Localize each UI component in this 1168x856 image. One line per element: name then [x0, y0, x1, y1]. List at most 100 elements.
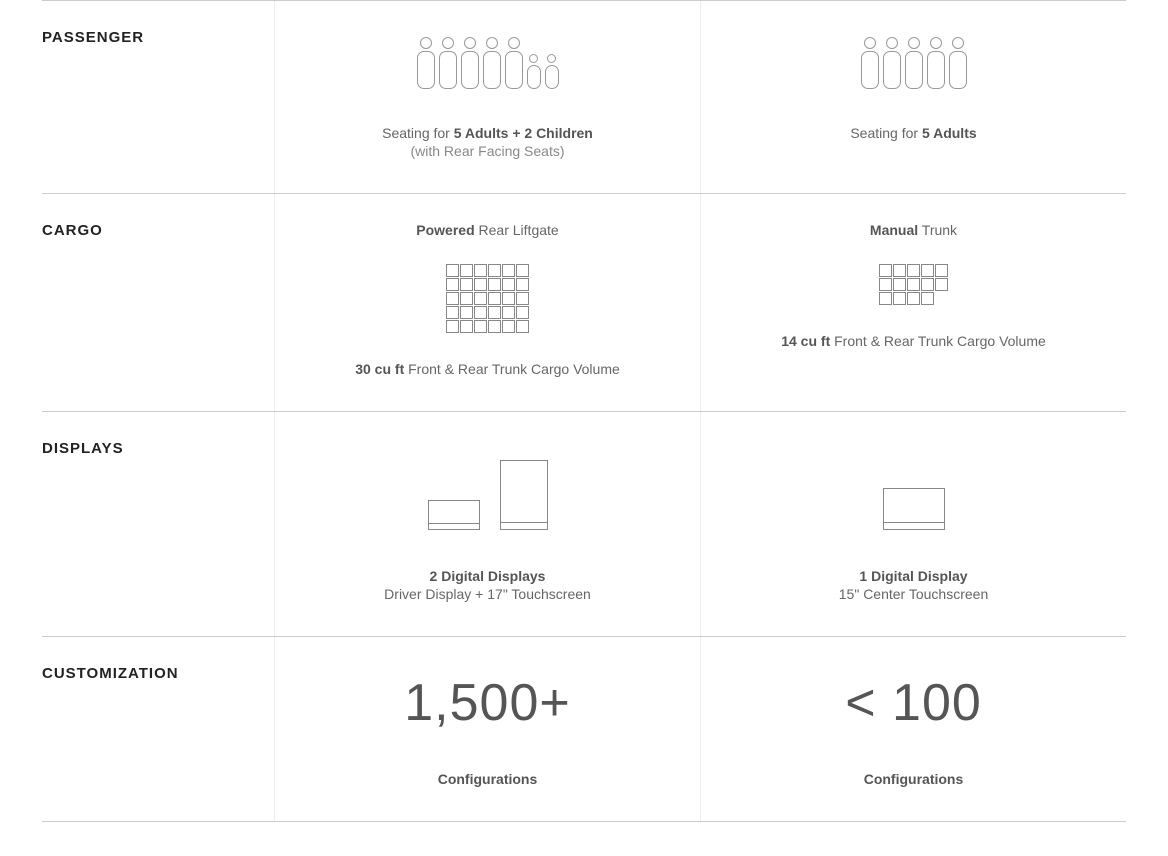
cargo-grid-icon	[879, 264, 948, 305]
cargo-box-icon	[474, 306, 487, 319]
person-adult-icon	[461, 37, 479, 89]
displays-right: 1 Digital Display 15" Center Touchscreen	[701, 440, 1126, 602]
label-col: CUSTOMIZATION	[42, 665, 274, 787]
person-adult-icon	[927, 37, 945, 89]
cargo-box-icon	[879, 292, 892, 305]
cargo-box-icon	[502, 320, 515, 333]
passenger-left: Seating for 5 Adults + 2 Children (with …	[274, 1, 701, 193]
section-label: CUSTOMIZATION	[42, 665, 274, 682]
cargo-box-icon	[516, 292, 529, 305]
person-adult-icon	[439, 37, 457, 89]
row-customization: CUSTOMIZATION 1,500+ Configurations < 10…	[42, 636, 1126, 822]
cargo-box-icon	[502, 264, 515, 277]
cargo-box-icon	[446, 292, 459, 305]
cargo-box-icon	[516, 278, 529, 291]
cargo-box-icon	[460, 320, 473, 333]
cargo-box-icon	[893, 264, 906, 277]
cargo-box-icon	[879, 278, 892, 291]
person-adult-icon	[483, 37, 501, 89]
config-caption-right: Configurations	[864, 771, 964, 787]
cargo-box-icon	[488, 292, 501, 305]
person-child-icon	[545, 54, 559, 89]
cargo-box-icon	[907, 292, 920, 305]
cargo-right: Manual Trunk 14 cu ft Front & Rear Trunk…	[701, 222, 1126, 377]
cargo-box-icon	[488, 320, 501, 333]
config-count-left: 1,500+	[404, 673, 571, 733]
cargo-box-icon	[879, 264, 892, 277]
displays-left-sub: Driver Display + 17" Touchscreen	[384, 586, 591, 602]
label-col: DISPLAYS	[42, 440, 274, 602]
displays-left: 2 Digital Displays Driver Display + 17" …	[274, 412, 701, 636]
label-col: CARGO	[42, 222, 274, 377]
cargo-box-icon	[446, 264, 459, 277]
cargo-box-icon	[460, 306, 473, 319]
cargo-box-icon	[516, 320, 529, 333]
section-label: PASSENGER	[42, 29, 274, 46]
displays-right-bold: 1 Digital Display	[859, 568, 967, 584]
cargo-grid-icon	[446, 264, 529, 333]
cargo-box-icon	[516, 306, 529, 319]
cargo-left-top: Powered Rear Liftgate	[416, 222, 558, 238]
cargo-box-icon	[907, 278, 920, 291]
text-bold: 5 Adults	[922, 125, 977, 141]
cargo-box-icon	[488, 264, 501, 277]
cargo-box-icon	[935, 278, 948, 291]
text: Front & Rear Trunk Cargo Volume	[404, 361, 620, 377]
person-adult-icon	[905, 37, 923, 89]
cargo-right-caption: 14 cu ft Front & Rear Trunk Cargo Volume	[781, 333, 1046, 349]
text: Seating for	[850, 125, 922, 141]
person-child-icon	[527, 54, 541, 89]
cargo-box-icon	[921, 264, 934, 277]
config-caption-left: Configurations	[438, 771, 538, 787]
cargo-box-icon	[502, 306, 515, 319]
passenger-right: Seating for 5 Adults	[701, 29, 1126, 159]
person-adult-icon	[861, 37, 879, 89]
cargo-box-icon	[935, 264, 948, 277]
text-bold: Manual	[870, 222, 918, 238]
person-adult-icon	[505, 37, 523, 89]
customization-left: 1,500+ Configurations	[274, 637, 701, 821]
displays-right-sub: 15" Center Touchscreen	[839, 586, 988, 602]
label-col: PASSENGER	[42, 29, 274, 159]
displays-left-bold: 2 Digital Displays	[430, 568, 546, 584]
touchscreen-icon	[500, 460, 548, 530]
text: Seating for	[382, 125, 454, 141]
cargo-box-icon	[921, 292, 934, 305]
cargo-box-icon	[474, 292, 487, 305]
cargo-box-icon	[893, 292, 906, 305]
cargo-box-icon	[446, 278, 459, 291]
person-adult-icon	[949, 37, 967, 89]
text-bold: 30 cu ft	[355, 361, 404, 377]
person-adult-icon	[417, 37, 435, 89]
cargo-box-icon	[460, 278, 473, 291]
center-touchscreen-icon	[883, 488, 945, 530]
passenger-left-sub: (with Rear Facing Seats)	[410, 143, 564, 159]
cargo-box-icon	[460, 292, 473, 305]
passenger-right-caption: Seating for 5 Adults	[850, 125, 976, 141]
cargo-box-icon	[502, 278, 515, 291]
cargo-box-icon	[474, 320, 487, 333]
people-icons-left	[417, 37, 559, 89]
cargo-box-icon	[474, 264, 487, 277]
cargo-box-icon	[460, 264, 473, 277]
text: Trunk	[918, 222, 957, 238]
config-count-right: < 100	[845, 673, 982, 733]
row-passenger: PASSENGER Seating for 5 Adults + 2 Child…	[42, 0, 1126, 193]
display-icons-left	[428, 460, 548, 530]
text: Front & Rear Trunk Cargo Volume	[830, 333, 1046, 349]
cargo-box-icon	[474, 278, 487, 291]
cargo-box-icon	[488, 306, 501, 319]
cargo-box-icon	[921, 278, 934, 291]
row-cargo: CARGO Powered Rear Liftgate 30 cu ft Fro…	[42, 193, 1126, 411]
cargo-box-icon	[446, 320, 459, 333]
person-adult-icon	[883, 37, 901, 89]
cargo-left-caption: 30 cu ft Front & Rear Trunk Cargo Volume	[355, 361, 620, 377]
passenger-left-caption: Seating for 5 Adults + 2 Children	[382, 125, 593, 141]
section-label: DISPLAYS	[42, 440, 274, 457]
text: Rear Liftgate	[475, 222, 559, 238]
section-label: CARGO	[42, 222, 274, 239]
cargo-box-icon	[907, 264, 920, 277]
people-icons-right	[861, 37, 967, 89]
display-icons-right	[883, 460, 945, 530]
cargo-right-top: Manual Trunk	[870, 222, 957, 238]
